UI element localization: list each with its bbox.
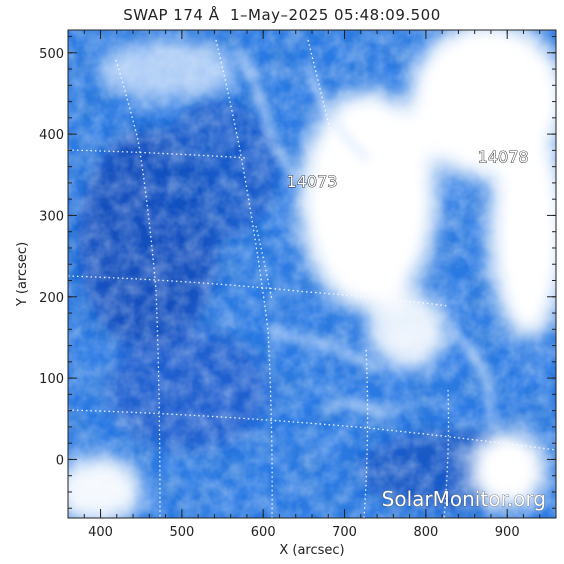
x-tick-label: 600 (251, 525, 276, 540)
plot-border (67, 29, 557, 519)
x-axis-title: X (arcsec) (279, 543, 344, 558)
grid-line (215, 39, 273, 518)
bright-regions (68, 30, 556, 518)
active-region-labels: 14073 14078 (286, 147, 529, 191)
x-tick-label: 800 (413, 525, 438, 540)
grid-line (443, 389, 450, 518)
x-tick-label: 400 (88, 525, 113, 540)
y-tick-label: 0 (56, 453, 64, 468)
euv-image-rendering (68, 30, 556, 518)
grid-line (255, 225, 273, 301)
solarmonitor-watermark: SolarMonitor.org (382, 487, 546, 511)
x-tick-label: 900 (495, 525, 520, 540)
solar-image (68, 30, 556, 518)
x-axis-ticks: 400 500 600 700 800 900 (83, 30, 541, 540)
y-tick-label: 300 (39, 209, 64, 224)
heliographic-grid (68, 39, 556, 518)
y-tick-label: 200 (39, 291, 64, 306)
x-tick-label: 500 (169, 525, 194, 540)
active-region-label: 14073 (287, 172, 338, 191)
y-axis-ticks: 0 100 200 300 400 500 (39, 36, 556, 509)
grid-line (363, 349, 369, 518)
grid-line (68, 275, 449, 307)
y-tick-label: 100 (39, 372, 64, 387)
active-region-label: 14078 (478, 148, 529, 167)
plot-title: SWAP 174 Å 1–May–2025 05:48:09.500 (123, 6, 441, 24)
loop-structures (234, 47, 495, 416)
y-axis-title: Y (arcsec) (15, 242, 30, 307)
y-tick-label: 400 (39, 128, 64, 143)
x-tick-label: 700 (332, 525, 357, 540)
y-tick-label: 500 (39, 47, 64, 62)
